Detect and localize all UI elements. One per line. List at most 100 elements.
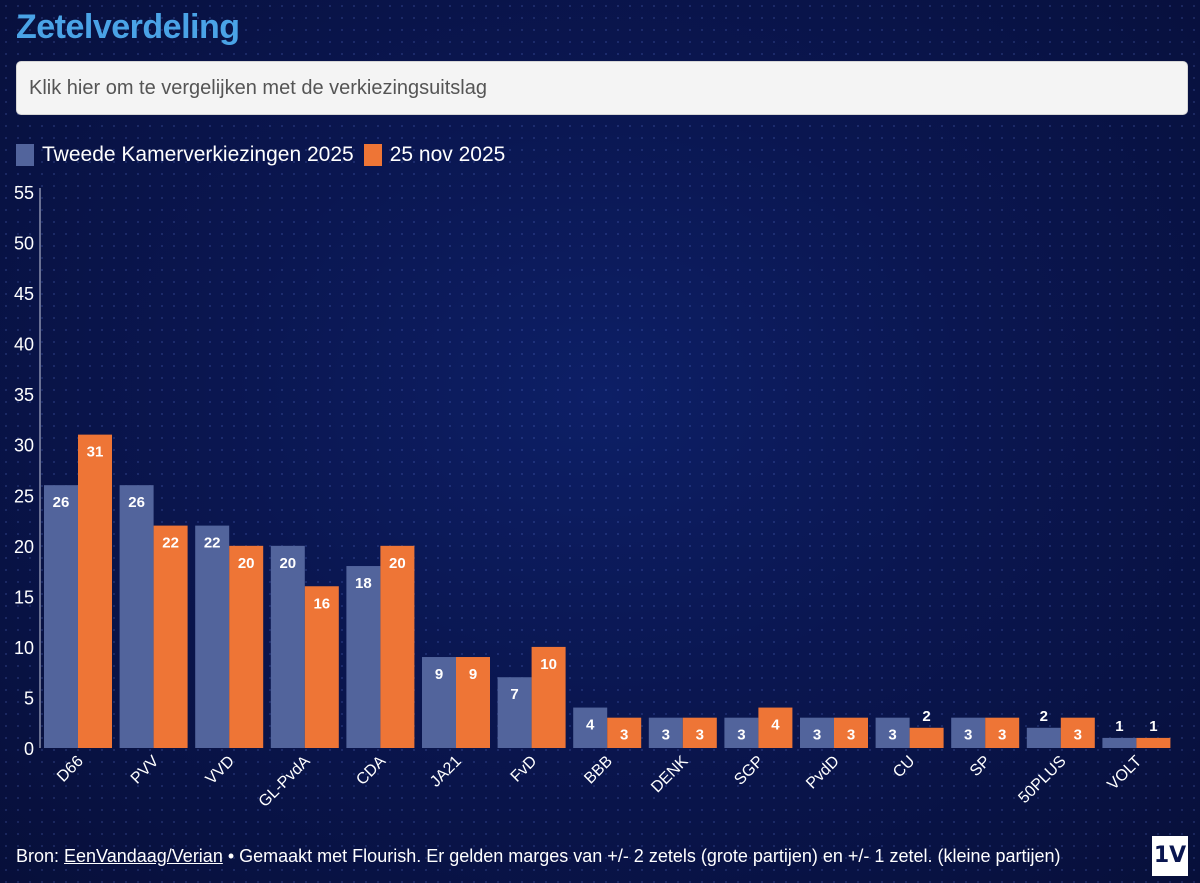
legend-item-series-1[interactable]: Tweede Kamerverkiezingen 2025 [16, 143, 354, 167]
data-label: 20 [279, 555, 296, 572]
source-link[interactable]: EenVandaag/Verian [64, 846, 223, 866]
data-label: 4 [586, 717, 595, 734]
bar-series-1 [951, 717, 986, 748]
bar-series-2 [456, 657, 490, 748]
eenvandaag-logo: 1V [1152, 836, 1188, 876]
bar-series-2 [229, 545, 264, 748]
bar-series-1 [497, 677, 532, 748]
bar-series-1 [1026, 727, 1061, 748]
bar-series-2 [380, 545, 415, 748]
bar-series-1 [119, 485, 154, 748]
bar-series-1 [875, 717, 910, 748]
bar-series-1 [648, 717, 683, 748]
legend-item-series-2[interactable]: 25 nov 2025 [363, 143, 506, 167]
bar-series-2 [834, 717, 868, 748]
data-label: 3 [888, 727, 896, 744]
data-label: 2 [922, 708, 930, 725]
bar-series-2 [304, 586, 339, 748]
data-label: 3 [847, 727, 855, 744]
data-label: 26 [128, 494, 145, 511]
bar-series-1 [422, 657, 456, 748]
data-label: 31 [87, 444, 104, 461]
y-tick-label: 20 [14, 537, 34, 557]
x-category-label: FvD [508, 753, 541, 786]
compare-election-result-button[interactable]: Klik hier om te vergelijken met de verki… [16, 61, 1188, 115]
bar-series-1 [573, 707, 608, 748]
legend-label-series-1: Tweede Kamerverkiezingen 2025 [42, 143, 354, 166]
data-label: 3 [620, 727, 628, 744]
data-label: 9 [469, 666, 477, 683]
legend-swatch-series-2 [363, 144, 382, 166]
bar-series-1 [346, 566, 381, 748]
x-category-label: VVD [203, 753, 238, 788]
data-label: 3 [737, 727, 745, 744]
bar-series-2 [531, 646, 566, 748]
bar-series-2 [682, 717, 717, 748]
bar-series-2 [1060, 717, 1095, 748]
data-label: 18 [355, 575, 372, 592]
x-category-label: VOLT [1104, 753, 1145, 794]
x-category-label: BBB [581, 753, 616, 788]
x-category-label: D66 [54, 753, 87, 786]
y-tick-label: 5 [24, 688, 34, 708]
y-tick-label: 15 [14, 587, 34, 607]
data-label: 7 [510, 686, 518, 703]
x-category-label: DENK [648, 753, 692, 797]
x-category-label: SGP [731, 753, 767, 789]
y-tick-label: 40 [14, 335, 34, 355]
x-category-label: GL-PvdA [256, 753, 314, 811]
x-category-label: SP [967, 753, 994, 780]
data-label: 9 [435, 666, 443, 683]
data-label: 3 [813, 727, 821, 744]
data-label: 20 [389, 555, 406, 572]
bar-series-2 [985, 717, 1020, 748]
data-label: 3 [662, 727, 670, 744]
data-label: 3 [998, 727, 1006, 744]
data-label: 22 [162, 535, 179, 552]
x-category-label: 50PLUS [1015, 753, 1069, 807]
bar-series-2 [909, 727, 944, 748]
y-tick-label: 50 [14, 234, 34, 254]
bar-series-1 [270, 545, 305, 748]
x-category-label: CU [890, 753, 918, 781]
source-footer: Bron: EenVandaag/Verian • Gemaakt met Fl… [16, 846, 1061, 867]
bar-series-2 [78, 434, 112, 748]
bar-series-1 [195, 525, 230, 748]
data-label: 10 [540, 656, 557, 673]
bar-series-1 [1102, 737, 1137, 748]
bar-series-2 [1136, 737, 1171, 748]
y-tick-label: 35 [14, 385, 34, 405]
legend-swatch-series-1 [16, 144, 34, 166]
y-tick-label: 45 [14, 284, 34, 304]
chart-legend: Tweede Kamerverkiezingen 2025 25 nov 202… [16, 143, 515, 167]
footer-prefix: Bron: [16, 846, 65, 866]
footer-note: • Gemaakt met Flourish. Er gelden marges… [222, 846, 1061, 866]
bar-series-1 [44, 485, 78, 748]
data-label: 3 [1074, 727, 1082, 744]
data-label: 26 [53, 494, 70, 511]
x-category-label: CDA [353, 753, 389, 789]
legend-label-series-2: 25 nov 2025 [389, 143, 506, 166]
bar-series-1 [724, 717, 759, 748]
y-tick-label: 30 [14, 436, 34, 456]
data-label: 4 [771, 717, 780, 734]
bar-series-2 [607, 717, 642, 748]
data-label: 20 [238, 555, 255, 572]
y-tick-label: 55 [14, 183, 34, 203]
data-label: 3 [964, 727, 972, 744]
bar-series-2 [153, 525, 188, 748]
y-tick-label: 10 [14, 638, 34, 658]
data-label: 16 [313, 595, 330, 612]
page-title: Zetelverdeling [16, 8, 240, 46]
x-category-label: PvdD [803, 753, 843, 793]
data-label: 1 [1115, 718, 1123, 735]
bar-series-1 [800, 717, 834, 748]
bar-series-2 [758, 707, 793, 748]
x-category-label: PVV [128, 753, 163, 788]
data-label: 1 [1149, 718, 1157, 735]
data-label: 3 [696, 727, 704, 744]
y-tick-label: 0 [24, 739, 34, 759]
data-label: 22 [204, 535, 221, 552]
x-category-label: JA21 [427, 753, 465, 791]
